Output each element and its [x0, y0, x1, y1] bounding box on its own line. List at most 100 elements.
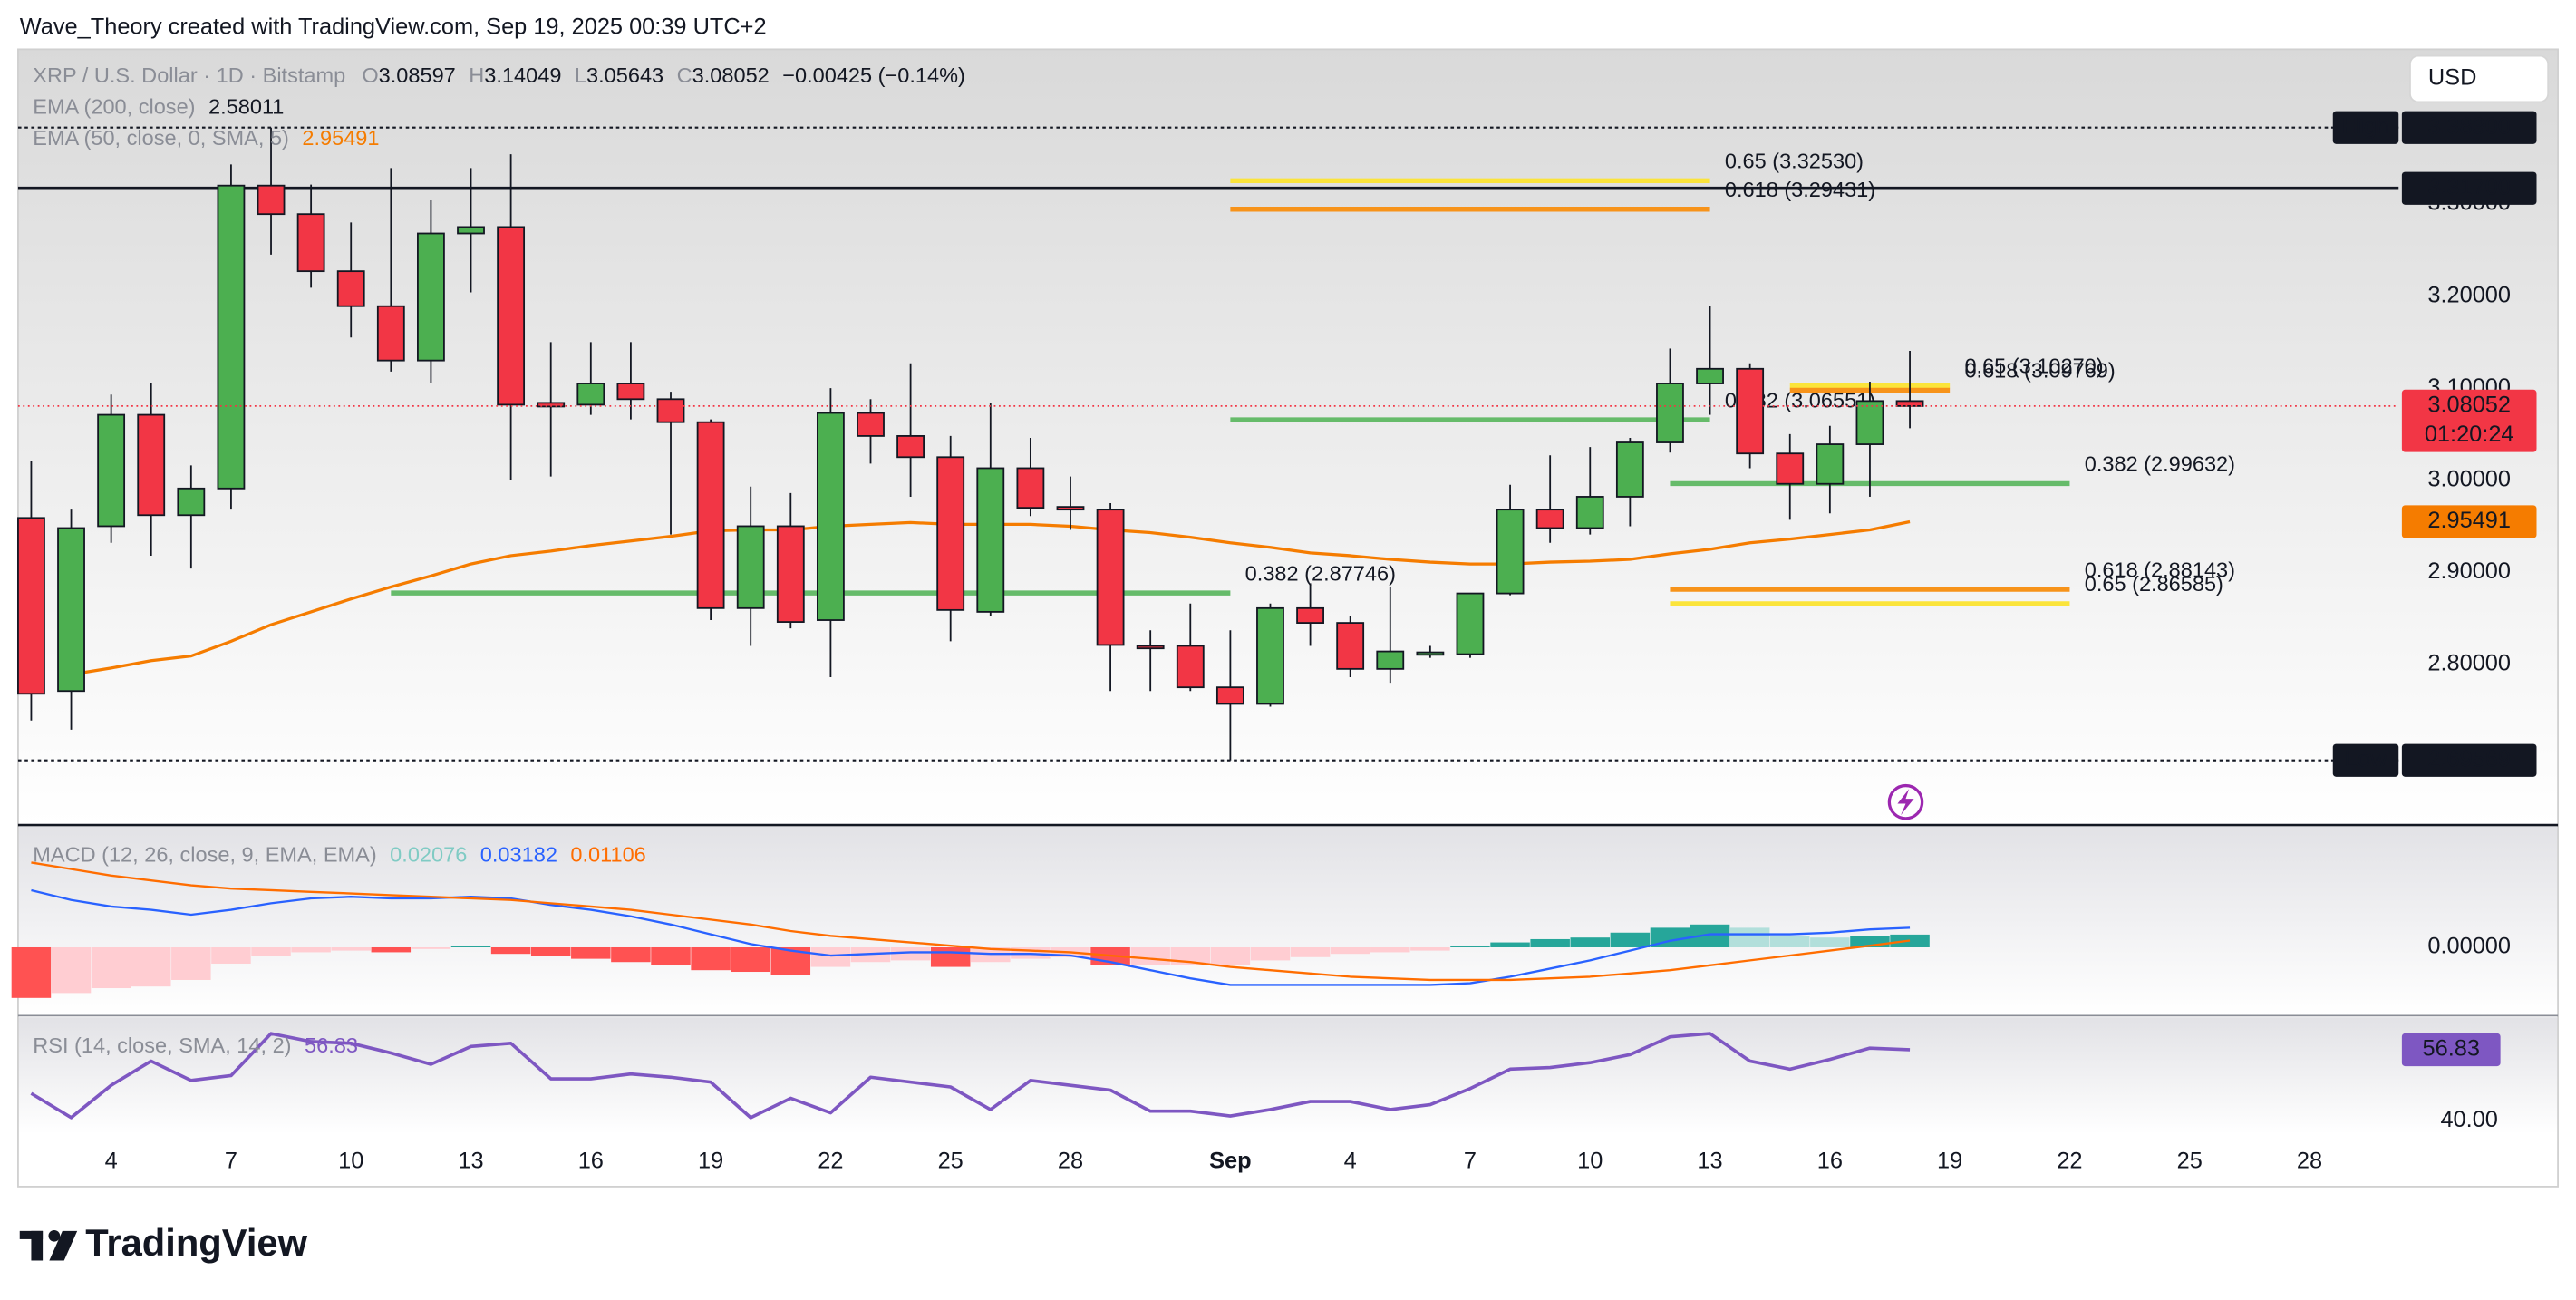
rsi-value: 56.83	[305, 1033, 358, 1057]
fib-label: 0.382 (2.87746)	[1245, 561, 1396, 585]
x-tick-label: 16	[1817, 1148, 1843, 1173]
macd-histogram-bar	[411, 946, 451, 949]
candle-body	[1096, 509, 1125, 646]
candle-body	[1215, 686, 1244, 705]
x-tick-label: 25	[2177, 1148, 2203, 1173]
macd-histogram-bar	[171, 946, 211, 980]
rsi-pane	[17, 1017, 2559, 1134]
macd-name: MACD (12, 26, close, 9, EMA, EMA)	[33, 843, 376, 867]
x-tick-label: 10	[1577, 1148, 1603, 1173]
candle-body	[776, 525, 805, 623]
candle-body	[57, 527, 85, 693]
y-tick-label: 3.00000	[2427, 466, 2511, 491]
macd-histogram-bar	[691, 946, 731, 971]
candle-body	[1296, 606, 1324, 624]
countdown-label: 01:20:24	[2425, 422, 2514, 447]
macd-histogram-bar	[611, 946, 651, 963]
candle-body	[857, 412, 885, 437]
price-tag-label: 2.69569	[2427, 746, 2511, 771]
macd-histogram-bar	[731, 946, 770, 973]
flash-icon[interactable]	[1887, 783, 1924, 820]
fib-label: 0.65 (2.86585)	[2085, 572, 2223, 596]
x-tick-label: 25	[938, 1148, 964, 1173]
macd-histogram-bar	[1250, 946, 1291, 961]
candle-body	[257, 184, 286, 216]
candle-body	[816, 412, 845, 621]
ohlc-key: O	[362, 63, 378, 87]
candle-body	[576, 383, 605, 406]
fib-label: 0.65 (3.32530)	[1725, 150, 1864, 173]
currency-label[interactable]: USD	[2428, 65, 2477, 91]
candle-body	[1696, 367, 1724, 384]
flash-icon-bolt	[1897, 789, 1914, 816]
ohlc-value: 3.14049	[484, 63, 561, 87]
ohlc-key: C	[677, 63, 692, 87]
ema200-name: EMA (200, close)	[33, 95, 195, 119]
macd-hist-value: 0.02076	[390, 843, 467, 867]
x-tick-label: 7	[1464, 1148, 1477, 1173]
rsi-legend: RSI (14, close, SMA, 14, 2) 56.83	[33, 1033, 358, 1057]
x-tick-label: 19	[1937, 1148, 1962, 1173]
level-name: High	[2342, 113, 2389, 139]
macd-histogram-bar	[1570, 937, 1611, 947]
rsi-line	[30, 1032, 1911, 1120]
ohlc-value: 3.08052	[692, 63, 770, 87]
level-name: Low	[2345, 746, 2387, 771]
macd-histogram-bar	[1290, 946, 1331, 957]
ohlc-value: 3.08597	[379, 63, 456, 87]
candle-body	[1776, 452, 1805, 485]
price-tag	[2401, 111, 2537, 144]
symbol-title: XRP / U.S. Dollar · 1D · Bitstamp	[33, 63, 345, 87]
candle-body	[1615, 441, 1644, 498]
candle-body	[1456, 592, 1485, 655]
ema50-value: 2.95491	[302, 126, 379, 150]
candle-body	[137, 413, 166, 517]
candle-body	[616, 383, 645, 401]
ema50-name: EMA (50, close, 0, SMA, 5)	[33, 126, 289, 150]
candle-body	[296, 213, 325, 273]
candle-body	[457, 226, 485, 235]
candle-body	[1016, 467, 1045, 509]
macd-histogram-bar	[1530, 938, 1570, 947]
candle-body	[1056, 506, 1085, 511]
candle-body	[497, 226, 526, 406]
x-tick-label: 22	[2057, 1148, 2082, 1173]
macd-histogram-bar	[211, 946, 251, 964]
price-tag-label: 3.31700	[2427, 174, 2511, 199]
macd-histogram-bar	[1330, 946, 1370, 955]
macd-histogram-bar	[1770, 936, 1810, 947]
ema50-legend: EMA (50, close, 0, SMA, 5) 2.95491	[33, 126, 379, 150]
price-tag-label: 3.38300	[2427, 113, 2511, 139]
candle-body	[896, 435, 925, 459]
y-tick-label: 2.90000	[2427, 558, 2511, 584]
macd-legend: MACD (12, 26, close, 9, EMA, EMA) 0.02076…	[33, 843, 646, 867]
candle-body	[336, 270, 365, 307]
candle-body	[217, 184, 246, 490]
candle-body	[1575, 496, 1604, 529]
symbol-legend: XRP / U.S. Dollar · 1D · Bitstamp O3.0859…	[33, 63, 965, 87]
x-tick-label: 13	[458, 1148, 483, 1173]
currency-button[interactable]	[2409, 54, 2550, 103]
x-tick-label: 13	[1697, 1148, 1722, 1173]
candle-body	[417, 232, 445, 362]
logo-part	[48, 1229, 61, 1242]
ema-tag-label: 2.95491	[2427, 508, 2511, 533]
x-tick-label: 7	[225, 1148, 237, 1173]
price-change: −0.00425 (−0.14%)	[782, 63, 965, 87]
level-name-tag	[2332, 111, 2399, 144]
level-name-tag	[2332, 743, 2399, 777]
x-tick-label: 16	[578, 1148, 604, 1173]
rsi-tag-label: 56.83	[2423, 1036, 2480, 1062]
macd-histogram-bar	[331, 946, 371, 951]
macd-histogram-bar	[450, 946, 491, 947]
y-tick-label: 3.20000	[2427, 282, 2511, 307]
candle-body	[177, 487, 206, 517]
macd-histogram-bar	[51, 946, 92, 994]
candle-body	[1816, 443, 1845, 485]
macd-histogram-bar	[131, 946, 171, 987]
macd-tick-label: 0.00000	[2427, 934, 2511, 959]
candle-body	[1535, 509, 1564, 529]
candle-body	[1855, 400, 1884, 445]
x-tick-label: 19	[698, 1148, 723, 1173]
